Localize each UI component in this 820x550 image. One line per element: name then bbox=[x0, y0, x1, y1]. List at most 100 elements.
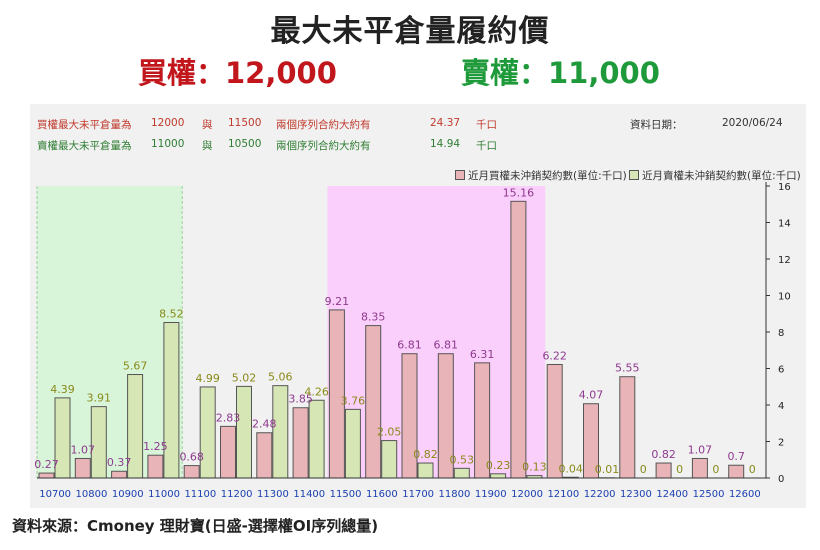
put-value-label: 3.76 bbox=[341, 394, 366, 407]
data-source: 資料來源：Cmoney 理財寶(日盛-選擇權OI序列總量) bbox=[12, 517, 379, 535]
x-tick-label: 11800 bbox=[439, 489, 471, 500]
call-bar-11600 bbox=[365, 325, 382, 479]
x-tick-label: 11600 bbox=[366, 489, 398, 500]
legend-put-label: 近月賣權未沖銷契約數(單位:千口) bbox=[642, 170, 801, 182]
x-tick-label: 12100 bbox=[547, 489, 579, 500]
put-value-label: 0.23 bbox=[486, 459, 511, 472]
x-tick-label: 11200 bbox=[221, 489, 253, 500]
call-bar-12500 bbox=[691, 457, 708, 479]
call-value-label: 6.22 bbox=[542, 349, 567, 362]
highlight-zone-magenta bbox=[327, 186, 546, 478]
x-tick-label: 12300 bbox=[620, 489, 652, 500]
call-info-desc: 兩個序列合約大約有 bbox=[276, 119, 371, 131]
call-info-amount: 24.37 bbox=[430, 117, 461, 129]
put-max-strike: 賣權：11,000 bbox=[461, 56, 660, 90]
call-bar-10900 bbox=[111, 470, 128, 479]
call-bar-12300 bbox=[619, 376, 636, 479]
put-bar-11900 bbox=[490, 473, 507, 479]
call-value-label: 0.82 bbox=[651, 448, 676, 461]
x-tick-label: 12000 bbox=[511, 489, 543, 500]
put-value-label: 4.99 bbox=[195, 372, 220, 385]
put-value-label: 0 bbox=[749, 463, 756, 476]
put-bar-11200 bbox=[236, 385, 252, 479]
call-bar-10800 bbox=[74, 457, 91, 479]
put-bar-11300 bbox=[272, 385, 289, 479]
call-bar-10700 bbox=[38, 472, 55, 479]
legend-call: 近月買權未沖銷契約數(單位:千口) bbox=[455, 168, 627, 183]
put-info-amount: 14.94 bbox=[430, 138, 461, 150]
put-value-label: 0 bbox=[676, 463, 683, 476]
x-tick-label: 11100 bbox=[184, 489, 216, 500]
y-tick-label: 4 bbox=[778, 401, 784, 412]
put-info-desc: 兩個序列合約大約有 bbox=[276, 140, 371, 152]
legend-call-label: 近月買權未沖銷契約數(單位:千口) bbox=[468, 170, 627, 182]
x-tick-label: 11400 bbox=[293, 489, 325, 500]
x-tick-label: 12600 bbox=[729, 489, 761, 500]
call-bar-12000 bbox=[510, 200, 527, 479]
put-bar-10800 bbox=[90, 406, 107, 479]
call-info-strike2: 11500 bbox=[228, 117, 262, 129]
put-bar-11700 bbox=[417, 462, 434, 479]
call-info-conj: 與 bbox=[202, 119, 213, 131]
call-value-label: 1.07 bbox=[688, 443, 713, 456]
call-value-label: 6.81 bbox=[434, 339, 459, 352]
y-tick-label: 16 bbox=[778, 182, 791, 193]
x-tick-label: 10700 bbox=[39, 489, 71, 500]
call-bar-12400 bbox=[655, 462, 672, 479]
call-info-unit: 千口 bbox=[476, 119, 497, 131]
call-value-label: 2.48 bbox=[252, 418, 277, 431]
put-value-label: 0.04 bbox=[558, 462, 583, 475]
put-value-label: 0 bbox=[640, 463, 647, 476]
call-value-label: 6.81 bbox=[397, 339, 422, 352]
put-info-strike2: 10500 bbox=[228, 138, 262, 150]
x-tick-label: 12200 bbox=[584, 489, 616, 500]
put-bar-11100 bbox=[199, 386, 216, 479]
y-tick-label: 6 bbox=[778, 365, 784, 376]
x-tick-label: 12400 bbox=[656, 489, 688, 500]
x-tick-label: 11700 bbox=[402, 489, 434, 500]
put-value-label: 0.13 bbox=[522, 461, 547, 474]
put-bar-11500 bbox=[344, 408, 361, 479]
y-tick-label: 8 bbox=[778, 328, 784, 339]
call-value-label: 15.16 bbox=[503, 186, 535, 199]
put-value-label: 0.01 bbox=[595, 463, 620, 476]
put-value-label: 0.53 bbox=[450, 453, 475, 466]
call-bar-11400 bbox=[292, 407, 309, 479]
date-value: 2020/06/24 bbox=[722, 117, 783, 129]
call-value-label: 0.7 bbox=[727, 450, 745, 463]
put-value-label: 2.05 bbox=[377, 426, 402, 439]
put-value-label: 8.52 bbox=[159, 308, 184, 321]
call-bar-11300 bbox=[256, 432, 273, 479]
put-bar-11400 bbox=[308, 399, 325, 479]
put-info-unit: 千口 bbox=[476, 140, 497, 152]
legend-call-swatch bbox=[455, 170, 465, 180]
call-value-label: 9.21 bbox=[325, 295, 350, 308]
put-value-label: 3.91 bbox=[87, 392, 112, 405]
call-value-label: 1.07 bbox=[71, 443, 96, 456]
call-bar-11100 bbox=[183, 465, 200, 479]
x-tick-label: 11900 bbox=[475, 489, 507, 500]
call-value-label: 0.68 bbox=[179, 451, 204, 464]
x-tick-label: 11500 bbox=[330, 489, 362, 500]
call-value-label: 5.55 bbox=[615, 362, 640, 375]
y-tick-label: 14 bbox=[778, 219, 791, 230]
put-value-label: 5.06 bbox=[268, 371, 293, 384]
legend-put-swatch bbox=[629, 170, 639, 180]
call-bar-11200 bbox=[220, 425, 236, 479]
put-value-label: 5.67 bbox=[123, 360, 148, 373]
put-value-label: 4.26 bbox=[304, 385, 329, 398]
call-value-label: 0.27 bbox=[34, 458, 59, 471]
call-value-label: 6.31 bbox=[470, 348, 495, 361]
call-info-strike1: 12000 bbox=[151, 117, 185, 129]
put-value-label: 5.02 bbox=[232, 371, 257, 384]
call-bar-11000 bbox=[147, 454, 164, 479]
put-value-label: 0 bbox=[712, 463, 719, 476]
x-tick-label: 12500 bbox=[693, 489, 725, 500]
call-bar-12100 bbox=[546, 363, 563, 479]
call-max-strike: 買權：12,000 bbox=[138, 56, 337, 90]
x-tick-label: 10800 bbox=[76, 489, 108, 500]
put-value-label: 0.82 bbox=[413, 448, 438, 461]
y-tick-label: 2 bbox=[778, 438, 784, 449]
put-info-conj: 與 bbox=[202, 140, 213, 152]
